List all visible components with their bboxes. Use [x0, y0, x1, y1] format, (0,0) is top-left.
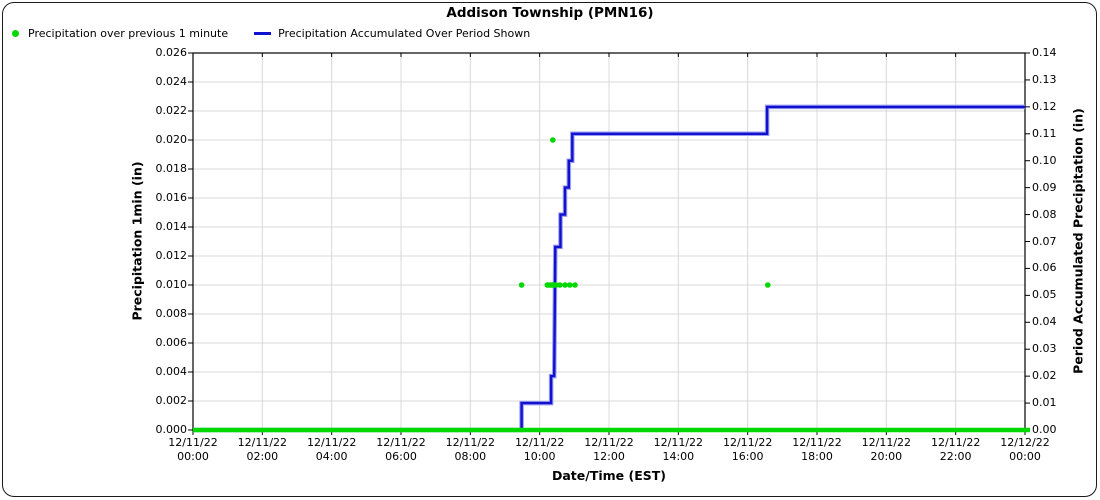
legend-label-precip-1min: Precipitation over previous 1 minute	[28, 27, 229, 40]
legend-item-precip-1min: Precipitation over previous 1 minute	[12, 27, 228, 40]
legend: Precipitation over previous 1 minute Pre…	[12, 26, 530, 41]
y-left-axis-title: Precipitation 1min (in)	[129, 161, 145, 321]
y-right-axis-title: Period Accumulated Precipitation (in)	[1070, 108, 1086, 374]
legend-item-accumulated: Precipitation Accumulated Over Period Sh…	[254, 27, 530, 40]
chart-title: Addison Township (PMN16)	[446, 5, 654, 21]
x-axis-title: Date/Time (EST)	[552, 468, 666, 483]
blue-line-marker-icon	[254, 32, 272, 35]
green-dot-marker-icon	[12, 30, 19, 37]
legend-label-accumulated: Precipitation Accumulated Over Period Sh…	[278, 27, 531, 40]
